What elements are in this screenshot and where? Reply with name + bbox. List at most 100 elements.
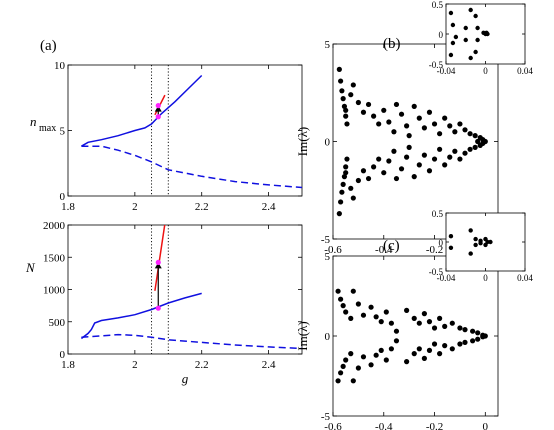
panel-a_bottom: 1.8 2 2.2 2.4 0 500 1000 1500 2000 g N <box>25 220 303 386</box>
eigenvalue-point <box>338 78 344 84</box>
eigenvalue-point <box>381 170 387 176</box>
eigenvalue-point <box>348 92 354 98</box>
eigenvalue-point <box>431 341 438 347</box>
eigenvalue-point <box>467 146 473 152</box>
x-tick-label: 0 <box>483 273 488 283</box>
eigenvalue-point <box>344 121 350 127</box>
eigenvalue-point <box>448 234 454 239</box>
eigenvalue-point <box>355 365 361 371</box>
plot-area <box>448 228 493 256</box>
eigenvalue-point <box>478 240 483 246</box>
eigenvalue-point <box>371 113 377 119</box>
panel-c_main: -0.6-0.4-0.20-505Re(λ)Im(λ)(c) <box>295 238 499 430</box>
y-tick-label: 0.5 <box>432 0 444 10</box>
eigenvalue-point <box>411 103 417 109</box>
eigenvalue-point <box>431 156 438 162</box>
eigenvalue-point <box>404 154 410 160</box>
eigenvalue-point <box>411 315 417 321</box>
eigenvalue-point <box>468 251 473 256</box>
eigenvalue-point <box>421 152 427 158</box>
eigenvalue-point <box>393 328 400 334</box>
plot-frame <box>67 64 303 197</box>
plot-frame <box>67 224 303 355</box>
eigenvalue-point <box>344 156 350 162</box>
eigenvalue-point <box>421 125 427 131</box>
eigenvalue-point <box>426 168 433 174</box>
eigenvalue-point <box>335 378 341 384</box>
eigenvalue-point <box>421 355 427 361</box>
eigenvalue-point <box>437 146 443 152</box>
arrow-head <box>154 262 162 269</box>
eigenvalue-point <box>404 123 410 129</box>
x-tick-label: 2 <box>132 201 138 213</box>
eigenvalue-point <box>393 101 400 108</box>
eigenvalue-point <box>482 138 488 145</box>
x-tick-label: 0.04 <box>517 273 533 283</box>
eigenvalue-point <box>462 339 468 345</box>
eigenvalue-point <box>338 199 344 205</box>
eigenvalue-point <box>442 323 448 329</box>
eigenvalue-point <box>336 211 342 217</box>
y-axis-label: Im(λ) <box>295 321 310 350</box>
eigenvalue-point <box>416 320 422 326</box>
y-tick-label: 1000 <box>43 285 66 297</box>
eigenvalue-point <box>473 236 478 242</box>
eigenvalue-point <box>350 378 356 384</box>
eigenvalue-point <box>343 164 349 170</box>
eigenvalue-point <box>482 333 488 339</box>
x-tick-label: 2.4 <box>262 201 276 213</box>
series-line-1 <box>81 333 302 350</box>
y-tick-label: 2000 <box>43 220 66 232</box>
x-tick-label: 2 <box>132 359 138 371</box>
y-tick-label: 0 <box>439 238 444 248</box>
y-tick-label: 1500 <box>43 252 66 264</box>
eigenvalue-point <box>411 174 417 180</box>
eigenvalue-point <box>437 351 443 357</box>
x-tick-label: 1.8 <box>61 359 75 371</box>
eigenvalue-point <box>339 88 345 94</box>
arrow-head <box>154 105 162 112</box>
eigenvalue-point <box>373 314 379 320</box>
eigenvalue-point <box>475 25 480 31</box>
x-tick-label: -0.2 <box>426 244 443 256</box>
eigenvalue-point <box>340 303 346 309</box>
eigenvalue-point <box>452 148 458 154</box>
eigenvalue-point <box>448 245 454 250</box>
eigenvalue-point <box>343 107 349 113</box>
eigenvalue-point <box>338 296 344 302</box>
eigenvalue-point <box>350 82 356 88</box>
marker-point <box>155 103 161 109</box>
eigenvalue-point <box>473 49 478 55</box>
eigenvalue-point <box>488 239 493 245</box>
panel-b_inset: -0.04 0 0.04 -0.5 0 0.5 <box>429 0 534 76</box>
y-tick-label: 0.5 <box>432 209 444 219</box>
eigenvalue-point <box>453 34 459 40</box>
eigenvalue-point <box>470 338 476 344</box>
y-tick-label: -0.5 <box>429 60 444 70</box>
eigenvalue-point <box>371 164 377 170</box>
eigenvalue-point <box>448 10 454 16</box>
y-axis-label: n <box>30 114 37 129</box>
eigenvalue-point <box>398 111 405 117</box>
eigenvalue-point <box>475 336 481 342</box>
plot-area <box>335 288 488 384</box>
x-tick-label: -0.4 <box>375 244 393 256</box>
eigenvalue-point <box>416 162 422 168</box>
eigenvalue-point <box>360 168 367 174</box>
eigenvalue-point <box>343 170 349 176</box>
eigenvalue-point <box>450 22 456 28</box>
eigenvalue-point <box>386 158 392 164</box>
eigenvalue-point <box>475 330 481 336</box>
eigenvalue-point <box>450 40 456 46</box>
eigenvalue-point <box>473 242 478 248</box>
eigenvalue-point <box>442 343 448 349</box>
eigenvalue-point <box>404 359 410 365</box>
eigenvalue-point <box>457 156 463 162</box>
eigenvalue-point <box>355 177 361 184</box>
eigenvalue-point <box>338 370 344 376</box>
eigenvalue-point <box>381 107 387 113</box>
y-axis-label-sub: max <box>39 123 56 134</box>
eigenvalue-point <box>383 357 389 363</box>
eigenvalue-point <box>462 127 468 133</box>
